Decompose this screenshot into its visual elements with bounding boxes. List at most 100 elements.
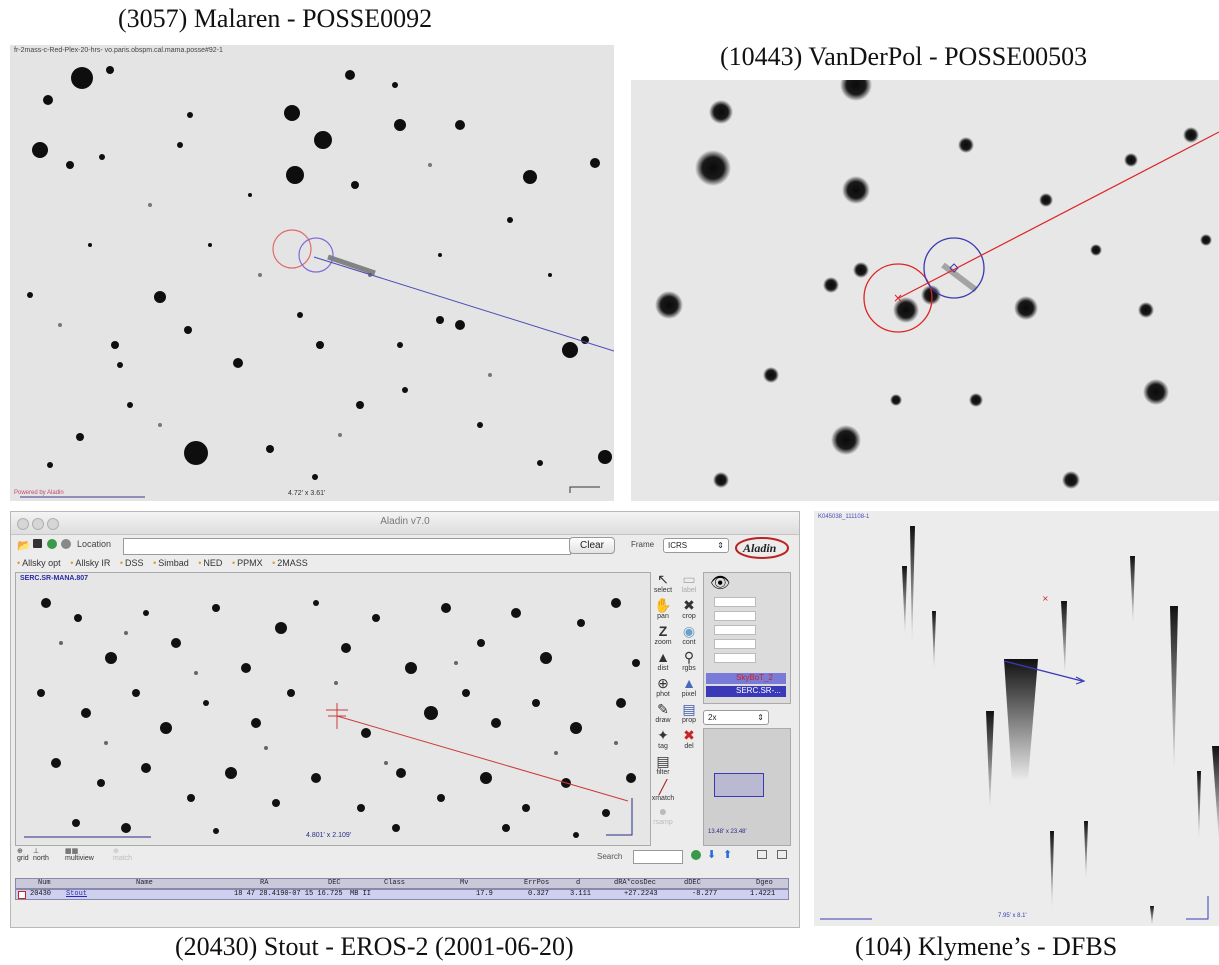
multiview-button[interactable]: ▦▦ multiview: [65, 848, 94, 862]
forward-icon[interactable]: [61, 539, 71, 549]
column-header: Mv: [460, 879, 469, 887]
frame-value: ICRS: [668, 541, 688, 550]
column-header: DEC: [328, 879, 341, 887]
caption-vanderpol: (10443) VanDerPol - POSSE00503: [720, 42, 1088, 71]
tool-crop[interactable]: ✖ crop: [677, 598, 701, 622]
empty-layer-slot: [714, 597, 756, 607]
zoom-window-button[interactable]: [47, 518, 59, 530]
tool-prop[interactable]: ▤ prop: [677, 702, 701, 726]
search-label: Search: [597, 852, 623, 861]
crop-icon: ✖: [683, 597, 695, 613]
minimize-window-button[interactable]: [32, 518, 44, 530]
svg-text:×: ×: [1042, 594, 1049, 603]
tool-label[interactable]: ▭ label: [677, 572, 701, 596]
magnifier-icon: ⚲: [683, 649, 695, 665]
location-label: Location: [77, 539, 112, 549]
clear-button[interactable]: Clear: [569, 537, 615, 554]
aladin-logo: Aladin: [733, 534, 791, 560]
tool-tag[interactable]: ✦ tag: [651, 728, 675, 752]
cross-icon: ╱: [658, 779, 668, 795]
tool-dist[interactable]: ▲ dist: [651, 650, 675, 674]
view-fov-label: 4.801' x 2.109': [306, 832, 352, 839]
location-input[interactable]: [123, 538, 571, 555]
frame-select[interactable]: ICRS ⇕: [663, 538, 729, 553]
column-header: Name: [136, 879, 153, 887]
tool-rgbs[interactable]: ⚲ rgbs: [677, 650, 701, 674]
vanderpol-image-panel: ×: [631, 80, 1219, 501]
back-icon[interactable]: [47, 539, 57, 549]
survey-link-simbad[interactable]: Simbad: [153, 558, 189, 568]
table-cell: MB II: [350, 890, 372, 898]
empty-layer-slot: [714, 625, 756, 635]
zoom-select[interactable]: 2x ⇕: [703, 710, 769, 725]
survey-link-2mass[interactable]: 2MASS: [272, 558, 308, 568]
survey-link-allsky-opt[interactable]: Allsky opt: [17, 558, 61, 568]
save-icon[interactable]: [33, 539, 42, 548]
tool-rsamp[interactable]: ● rsamp: [651, 804, 675, 828]
tool-pixel[interactable]: ▲ pixel: [677, 676, 701, 700]
column-header: Dgeo: [756, 879, 773, 887]
klymene-image-panel: K045038_111108-1 × 7.95' x 8.: [814, 511, 1219, 926]
malaren-image-panel: fr-2mass-c-Red-Plex-20-hrs- vo.paris.obs…: [10, 45, 614, 501]
table-cell: 20430: [30, 890, 52, 898]
survey-link-ppmx[interactable]: PPMX: [232, 558, 263, 568]
location-toolbar: 📂 Location Clear Frame ICRS ⇕ Aladin: [11, 534, 799, 560]
aladin-image-view[interactable]: SERC.SR-MANA.807 4.801' x 2.109': [15, 572, 651, 846]
layer-name: SkyBoT_2: [736, 673, 773, 682]
layer-row[interactable]: SkyBoT_2: [706, 673, 786, 684]
table-row[interactable]: 20430 Stout 18 47 28.4190 -07 15 16.725 …: [15, 889, 789, 900]
tool-filter[interactable]: ▤ filter: [651, 754, 675, 778]
detach-icon[interactable]: [777, 850, 787, 859]
klymene-fov-label: 7.95' x 8.1': [998, 913, 1027, 919]
table-cell: +27.2243: [624, 890, 658, 898]
malaren-starfield: [20, 66, 614, 498]
table-cell-link[interactable]: Stout: [66, 890, 88, 898]
eye-icon[interactable]: 👁: [710, 575, 731, 592]
tool-draw[interactable]: ✎ draw: [651, 702, 675, 726]
zoom-overview[interactable]: 13.48' x 23.48': [703, 728, 791, 846]
survey-link-dss[interactable]: DSS: [120, 558, 144, 568]
caption-malaren: (3057) Malaren - POSSE0092: [118, 4, 433, 33]
frame-label: Frame: [631, 540, 655, 549]
aladin-logo-text: Aladin: [742, 541, 777, 555]
chevron-updown-icon: ⇕: [717, 541, 724, 550]
overview-fov-label: 13.48' x 23.48': [708, 829, 747, 835]
north-button[interactable]: ⊥ north: [33, 848, 49, 862]
tool-xmatch[interactable]: ╱ xmatch: [651, 779, 675, 803]
vanderpol-starfield: ×: [655, 80, 1219, 489]
tool-contour[interactable]: ◉ cont: [677, 624, 701, 648]
layer-name: SERC.SR-...: [736, 686, 781, 695]
column-header: d: [576, 879, 581, 887]
layer-stack: 👁 SkyBoT_2 SERC.SR-...: [703, 572, 791, 704]
search-input[interactable]: [633, 850, 683, 864]
match-button[interactable]: ⊕ match: [113, 848, 133, 862]
empty-layer-slot: [714, 653, 756, 663]
table-cell: 0.327: [528, 890, 550, 898]
arrow-down-icon[interactable]: ⬇: [707, 849, 717, 861]
close-window-button[interactable]: [17, 518, 29, 530]
tool-pan[interactable]: ✋ pan: [651, 598, 675, 622]
tool-del[interactable]: ✖ del: [677, 728, 701, 752]
resample-icon: ●: [658, 803, 668, 819]
column-header: ErrPos: [524, 879, 550, 887]
tool-select[interactable]: ↖ select: [651, 572, 675, 596]
survey-link-allsky-ir[interactable]: Allsky IR: [70, 558, 110, 568]
aladin-window: Aladin v7.0 📂 Location Clear Frame ICRS …: [10, 511, 800, 928]
column-header: Class: [384, 879, 406, 887]
grid-button[interactable]: ⊕ grid: [17, 848, 29, 862]
column-header: RA: [260, 879, 269, 887]
contour-icon: ◉: [682, 623, 696, 639]
survey-link-ned[interactable]: NED: [198, 558, 222, 568]
table-cell: -8.277: [692, 890, 718, 898]
layer-row[interactable]: SERC.SR-...: [706, 686, 786, 697]
row-checkbox[interactable]: [18, 891, 26, 899]
aladin-starfield: [24, 598, 640, 838]
tool-phot[interactable]: ⊕ phot: [651, 676, 675, 700]
window-icon[interactable]: [757, 850, 767, 859]
hand-icon: ✋: [654, 597, 672, 613]
arrow-up-icon[interactable]: ⬆: [723, 849, 733, 861]
open-folder-icon[interactable]: 📂: [17, 540, 31, 552]
search-go-icon[interactable]: [691, 850, 701, 860]
table-cell: 17.9: [476, 890, 493, 898]
